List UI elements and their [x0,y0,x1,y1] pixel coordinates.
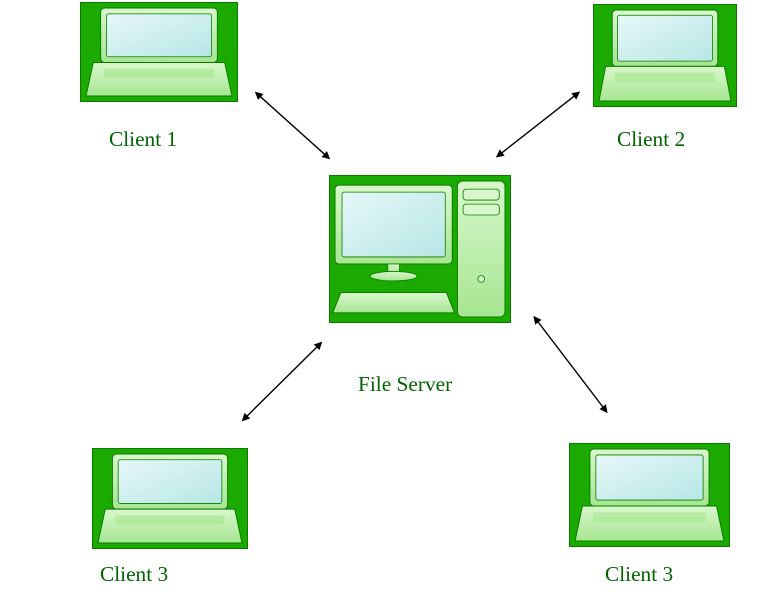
client3b-laptop-icon [569,443,730,547]
edge-client3a-server [247,347,317,417]
diagram-stage: Client 1 Client 2 File Server Client 3 Clien… [0,0,782,597]
client2-label: Client 2 [617,127,685,152]
client3a-label: Client 3 [100,562,168,587]
edge-client2-server [502,96,575,153]
server-desktop-icon [329,175,511,323]
server-label: File Server [358,372,452,397]
client3a-laptop-icon [92,448,248,549]
edge-client1-server [260,96,325,154]
client2-laptop-icon [593,4,737,107]
client1-label: Client 1 [109,127,177,152]
client1-laptop-icon [80,2,238,102]
edge-client3b-server [538,322,603,408]
client3b-label: Client 3 [605,562,673,587]
